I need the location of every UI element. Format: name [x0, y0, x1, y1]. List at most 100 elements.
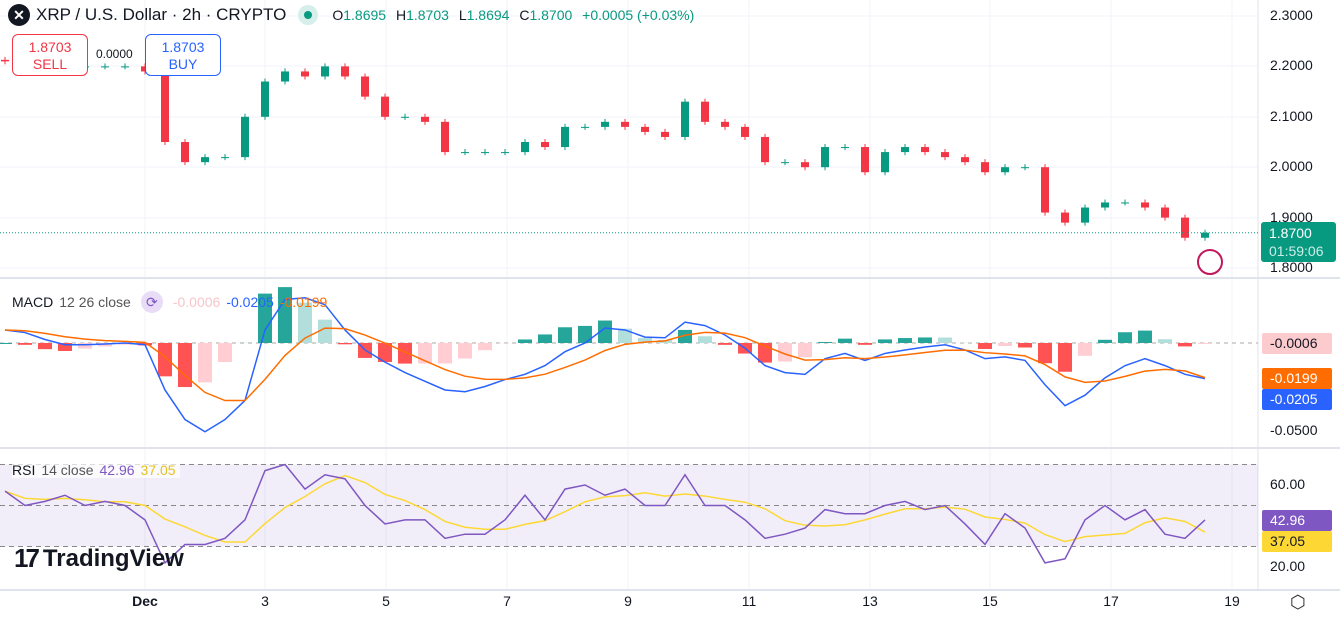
watermark-text: TradingView	[42, 544, 184, 572]
macd-histogram-bar	[418, 343, 432, 364]
rsi-line	[4, 463, 1206, 565]
macd-histogram-bar	[898, 338, 912, 343]
rsi-legend[interactable]: RSI 14 close 42.96 37.05	[12, 462, 180, 478]
macd-histogram-bar	[858, 343, 872, 345]
rsi-value: 42.96	[99, 462, 135, 478]
high-label: H	[395, 7, 407, 23]
candle-body	[241, 116, 249, 158]
x-tick: 5	[382, 593, 390, 609]
candle-body	[821, 147, 829, 168]
x-tick: 7	[503, 593, 511, 609]
current-price-tag: 1.8700 01:59:06	[1261, 222, 1336, 262]
macd-legend[interactable]: MACD 12 26 close ⟳ -0.0006 -0.0205 -0.01…	[12, 291, 327, 313]
signal-value: -0.0199	[279, 294, 328, 310]
candle-body	[741, 126, 749, 137]
macd-histogram-bar	[218, 343, 232, 363]
candle-body	[841, 147, 849, 149]
buy-button[interactable]: 1.8703 BUY	[145, 34, 221, 76]
candle-body	[701, 101, 709, 122]
xrp-logo-icon: ✕	[8, 4, 30, 26]
macd-histogram-bar	[938, 337, 952, 343]
settings-icon[interactable]: ⬡	[1290, 592, 1306, 612]
candle-body	[801, 162, 809, 168]
macd-histogram-bar	[38, 343, 52, 350]
macd-histogram-bar	[978, 343, 992, 349]
candle-body	[301, 71, 309, 77]
price-tick: 2.3000	[1270, 7, 1313, 23]
x-tick: 17	[1103, 593, 1119, 609]
x-tick: 9	[624, 593, 632, 609]
macd-histogram-bar	[778, 343, 792, 362]
macd-histogram-bar	[698, 336, 712, 343]
macd-histogram-bar	[178, 343, 192, 388]
candle-body	[541, 142, 549, 148]
macd-histogram-bar	[1198, 343, 1212, 345]
macd-histogram-bar	[618, 328, 632, 343]
macd-histogram-bar	[378, 343, 392, 362]
candle-body	[641, 126, 649, 132]
bar-countdown: 01:59:06	[1269, 243, 1324, 259]
price-tick: 2.2000	[1270, 57, 1313, 73]
candle-body	[601, 121, 609, 127]
sell-button[interactable]: 1.8703 SELL	[12, 34, 88, 76]
candle-body	[621, 121, 629, 127]
high-value: 1.8703	[406, 7, 449, 23]
candle-body	[561, 126, 569, 148]
candle-body	[1161, 207, 1169, 218]
price-tick: 2.1000	[1270, 108, 1313, 124]
candle-body	[521, 142, 529, 153]
x-tick: 13	[862, 593, 878, 609]
us-flag-icon	[1197, 249, 1223, 275]
buy-price: 1.8703	[161, 39, 205, 55]
close-label: C	[519, 7, 530, 23]
macd-histogram-bar	[838, 338, 852, 343]
candle-body	[1, 59, 9, 62]
rsi-tag: 42.96	[1262, 510, 1332, 531]
macd-histogram-bar	[438, 343, 452, 364]
candle-body	[1121, 202, 1129, 204]
candle-body	[1201, 232, 1209, 238]
open-label: O	[332, 7, 344, 23]
candle-body	[1061, 212, 1069, 223]
rsi-band	[0, 464, 1258, 547]
macd-histogram-bar	[198, 343, 212, 383]
candle-body	[221, 157, 229, 159]
candle-body	[981, 162, 989, 173]
rsi-tick: 20.00	[1270, 558, 1306, 574]
low-value: 1.8694	[466, 7, 510, 23]
price-tick: 1.8000	[1270, 259, 1313, 275]
tradingview-watermark: 17 TradingView	[14, 543, 184, 574]
macd-histogram-bar	[1018, 343, 1032, 348]
macd-histogram-bar	[798, 343, 812, 358]
change-value: +0.0005 (+0.03%)	[582, 7, 695, 23]
macd-histogram-bar	[1058, 343, 1072, 372]
macd-histogram-bar	[878, 339, 892, 343]
refresh-icon[interactable]: ⟳	[140, 291, 163, 313]
price-tick: 2.0000	[1270, 158, 1313, 174]
macd-histogram-bar	[578, 325, 592, 343]
rsi-name: RSI	[12, 462, 36, 478]
spread-value: 0.0000	[96, 47, 133, 61]
macd-histogram-bar	[818, 341, 832, 343]
candle-body	[961, 157, 969, 163]
macd-histogram-bar	[518, 339, 532, 343]
macd-params: 12 26 close	[59, 294, 131, 310]
candle-body	[581, 126, 589, 128]
candle-body	[201, 157, 209, 163]
low-label: L	[458, 7, 467, 23]
symbol-title[interactable]: XRP / U.S. Dollar · 2h · CRYPTO	[36, 5, 287, 24]
candle-body	[661, 131, 669, 137]
macd-histogram-bar	[318, 319, 332, 343]
x-tick: 15	[982, 593, 998, 609]
macd-line	[4, 296, 1206, 433]
rsi-ma-tag: 37.05	[1262, 531, 1332, 552]
signal-line	[4, 327, 1206, 402]
candle-body	[881, 152, 889, 173]
current-price: 1.8700	[1269, 225, 1312, 241]
rsi-ma-line	[4, 474, 1206, 543]
rsi-tick: 60.00	[1270, 476, 1306, 492]
macd-histogram-bar	[598, 320, 612, 343]
macd-histogram-bar	[298, 302, 312, 343]
macd-histogram-bar	[1118, 332, 1132, 343]
